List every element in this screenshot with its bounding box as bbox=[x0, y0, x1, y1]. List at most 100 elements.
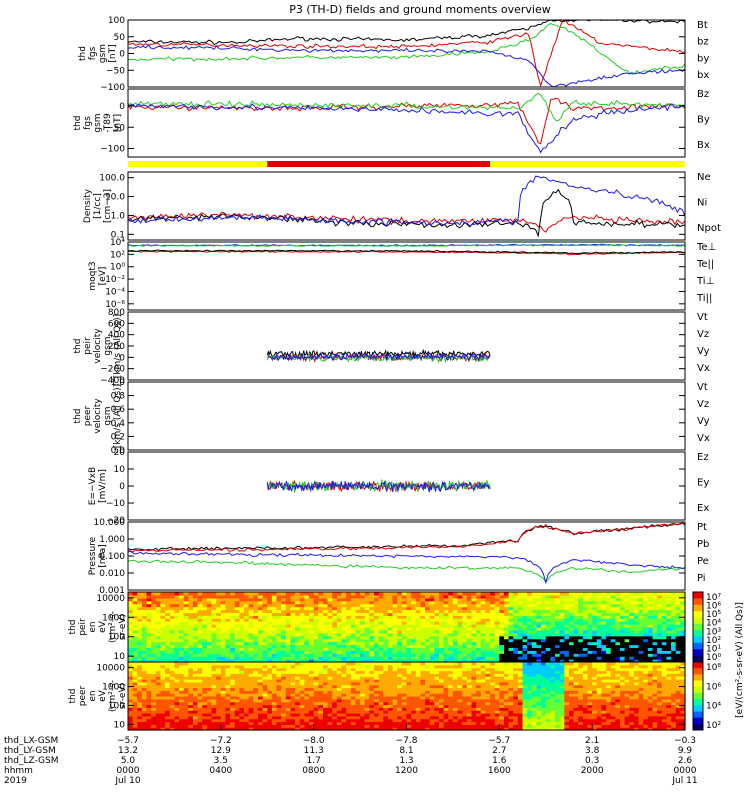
spectrogram-cell bbox=[179, 650, 185, 654]
spectrogram-cell bbox=[271, 698, 278, 703]
spectrogram-cell bbox=[188, 644, 194, 649]
spectrogram-cell bbox=[374, 644, 380, 649]
spectrogram-cell bbox=[448, 612, 454, 616]
spectrogram-cell bbox=[369, 701, 375, 706]
spectrogram-cell bbox=[336, 696, 343, 700]
spectrogram-cell bbox=[517, 597, 524, 602]
spectrogram-cell bbox=[425, 724, 431, 728]
spectrogram-cell bbox=[466, 713, 473, 717]
spectrogram-cell bbox=[527, 621, 533, 625]
spectrogram-cell bbox=[146, 664, 152, 669]
spectrogram-cell bbox=[425, 701, 431, 706]
spectrogram-cell bbox=[448, 724, 454, 728]
spectrogram-cell bbox=[313, 627, 319, 631]
spectrogram-cell bbox=[406, 707, 412, 711]
spectrogram-cell bbox=[174, 647, 180, 651]
spectrogram-cell bbox=[434, 662, 440, 666]
spectrogram-cell bbox=[383, 684, 389, 689]
spectrogram-cell bbox=[262, 632, 268, 637]
spectrogram-cell bbox=[355, 597, 361, 602]
spectrogram-cell bbox=[318, 600, 324, 605]
spectrogram-cell bbox=[341, 612, 347, 616]
spectrogram-cell bbox=[216, 600, 222, 605]
spectrogram-cell bbox=[522, 609, 528, 614]
spectrogram-cell bbox=[146, 659, 152, 663]
spectrogram-cell bbox=[257, 618, 264, 622]
spectrogram-cell bbox=[146, 618, 152, 622]
spectrogram-cell bbox=[188, 701, 194, 706]
spectrogram-cell bbox=[155, 664, 162, 669]
spectrogram-cell bbox=[290, 647, 296, 651]
spectrogram-cell bbox=[466, 704, 473, 708]
spectrogram-cell bbox=[202, 618, 208, 622]
spectrogram-cell bbox=[355, 650, 361, 654]
spectrogram-cell bbox=[220, 673, 227, 677]
spectrogram-cell bbox=[220, 724, 227, 728]
spectrogram-cell bbox=[369, 603, 375, 608]
spectrogram-cell bbox=[485, 627, 491, 631]
spectrogram-cell bbox=[355, 693, 361, 697]
spectrogram-cell bbox=[350, 618, 357, 622]
spectrogram-cell bbox=[555, 656, 561, 660]
spectrogram-cell bbox=[128, 664, 134, 669]
spectrogram-cell bbox=[666, 638, 672, 643]
spectrogram-cell bbox=[466, 701, 473, 706]
spectrogram-cell bbox=[146, 710, 152, 714]
spectrogram-cell bbox=[341, 713, 347, 717]
spectrogram-cell bbox=[452, 644, 459, 649]
spectrogram-cell bbox=[281, 653, 287, 657]
spectrogram-cell bbox=[155, 656, 162, 660]
spectrogram-cell bbox=[680, 597, 686, 602]
spectrogram-cell bbox=[411, 715, 417, 720]
spectrogram-cell bbox=[401, 656, 408, 660]
spectrogram-cell bbox=[206, 635, 213, 640]
spectrogram-cell bbox=[137, 647, 143, 651]
spectrogram-cell bbox=[341, 641, 347, 646]
spectrogram-cell bbox=[151, 638, 157, 643]
spectrogram-cell bbox=[183, 710, 189, 714]
spectrogram-cell bbox=[466, 635, 473, 640]
spectrogram-cell bbox=[322, 629, 329, 634]
y-tick-label: 0 bbox=[119, 50, 125, 60]
spectrogram-cell bbox=[494, 635, 500, 640]
spectrogram-cell bbox=[257, 606, 264, 611]
spectrogram-cell bbox=[629, 659, 635, 663]
spectrogram-cell bbox=[360, 638, 366, 643]
spectrogram-cell bbox=[675, 606, 681, 611]
spectrogram-cell bbox=[675, 609, 681, 614]
y-tick-label: 10000 bbox=[96, 594, 125, 604]
spectrogram-cell bbox=[206, 715, 213, 720]
spectrogram-cell bbox=[132, 664, 138, 669]
spectrogram-cell bbox=[457, 693, 463, 697]
spectrogram-cell bbox=[318, 597, 324, 602]
spectrogram-cell bbox=[508, 638, 514, 643]
spectrogram-cell bbox=[332, 662, 338, 666]
spectrogram-cell bbox=[234, 667, 240, 672]
spectrogram-cell bbox=[480, 597, 487, 602]
spectrogram-cell bbox=[336, 698, 343, 703]
spectrogram-cell bbox=[276, 597, 282, 602]
spectrogram-cell bbox=[202, 679, 208, 683]
spectrogram-cell bbox=[183, 659, 189, 663]
spectrogram-cell bbox=[350, 621, 357, 625]
spectrogram-cell bbox=[327, 687, 333, 691]
spectrogram-cell bbox=[309, 659, 315, 663]
spectrogram-cell bbox=[295, 635, 301, 640]
spectrogram-cell bbox=[336, 647, 343, 651]
spectrogram-cell bbox=[457, 662, 463, 666]
spectrogram-cell bbox=[374, 676, 380, 680]
spectrogram-cell bbox=[318, 684, 324, 689]
spectrogram-cell bbox=[587, 632, 593, 637]
spectrogram-cell bbox=[429, 667, 435, 672]
legend-vz: Vz bbox=[697, 329, 709, 340]
spectrogram-cell bbox=[545, 659, 551, 663]
spectrogram-cell bbox=[438, 701, 445, 706]
spectrogram-cell bbox=[378, 594, 384, 599]
y-tick-label: 10⁴ bbox=[110, 238, 125, 248]
spectrogram-cell bbox=[415, 693, 422, 697]
spectrogram-cell bbox=[332, 687, 338, 691]
spectrogram-cell bbox=[276, 659, 282, 663]
spectrogram-cell bbox=[624, 650, 630, 654]
spectrogram-cell bbox=[438, 656, 445, 660]
y-axis-label-line: velocity bbox=[93, 398, 103, 434]
